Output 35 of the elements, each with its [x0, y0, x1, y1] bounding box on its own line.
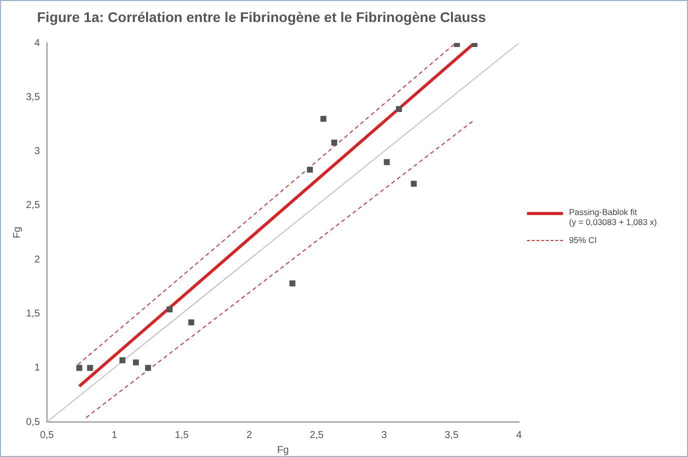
chart-title: Figure 1a: Corrélation entre le Fibrinogène et le Fibrinogène Clauss [37, 9, 486, 25]
y-tick-label: 1 [34, 362, 40, 374]
point [320, 116, 326, 122]
y-axis-title: Fg [12, 226, 23, 238]
point [132, 359, 139, 366]
x-tick-label: 2,5 [310, 430, 324, 441]
y-tick-label: 2 [34, 254, 40, 266]
x-tick-label: 1,5 [174, 430, 190, 441]
x-axis-title: Fg [277, 444, 289, 456]
x-tick-label: 4 [516, 430, 522, 441]
y-tick-label: 2,5 [26, 200, 40, 212]
point [145, 364, 152, 371]
point [331, 140, 338, 146]
point [396, 106, 402, 112]
y-tick-label: 0,5 [26, 416, 40, 428]
x-tick-label: 3,5 [444, 430, 459, 441]
point [306, 166, 313, 173]
point [87, 364, 94, 371]
y-tick-label: 3 [34, 146, 40, 158]
x-tick-label: 2 [246, 430, 252, 441]
x-tick-label: 1 [112, 430, 118, 441]
point [384, 159, 390, 166]
point [166, 306, 173, 312]
point [119, 357, 126, 364]
y-tick-label: 4 [34, 38, 40, 49]
point [76, 364, 82, 371]
y-tick-label: 3,5 [26, 92, 40, 103]
legend-label: 95% CI [569, 235, 597, 245]
y-tick-label: 1,5 [26, 308, 40, 320]
point [289, 280, 296, 286]
x-tick-label: 3 [381, 430, 388, 441]
legend-label: Passing-Bablok fit (y = 0,03083 + 1,083 x) [569, 207, 657, 227]
point [472, 43, 478, 48]
point [410, 180, 417, 187]
point [188, 319, 194, 326]
